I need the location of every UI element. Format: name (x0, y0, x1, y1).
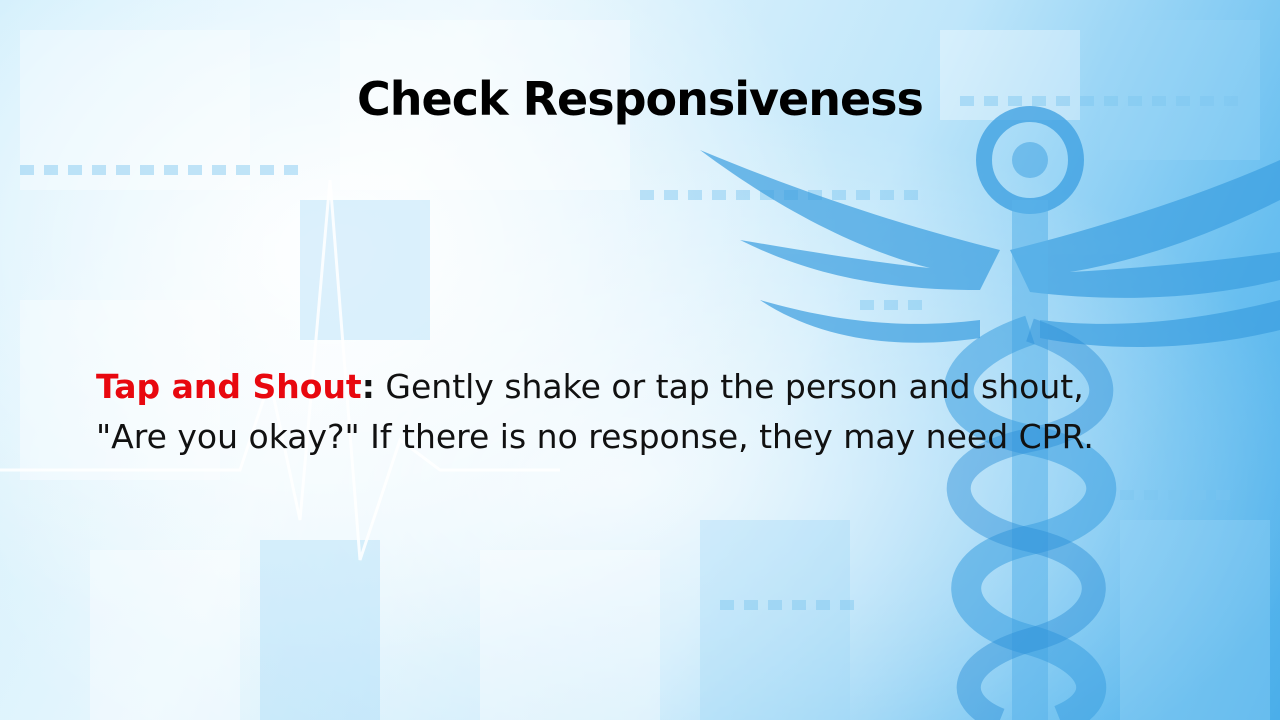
slide-title: Check Responsiveness (357, 72, 924, 126)
body-line-2: "Are you okay?" If there is no response,… (96, 417, 1094, 456)
lead-separator: : (361, 367, 375, 406)
body-line-1: Gently shake or tap the person and shout… (374, 367, 1084, 406)
body-paragraph: Tap and Shout: Gently shake or tap the p… (96, 362, 1216, 462)
lead-label: Tap and Shout (96, 367, 362, 406)
